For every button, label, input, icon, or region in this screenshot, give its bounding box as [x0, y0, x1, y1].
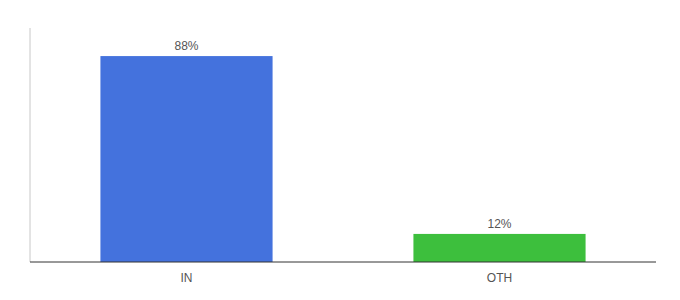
bars: [100, 56, 585, 262]
data-label: 88%: [174, 39, 198, 53]
x-axis-line: [30, 262, 656, 263]
y-axis-line: [30, 28, 31, 262]
background: [0, 0, 680, 300]
x-tick-label: OTH: [487, 271, 512, 285]
x-tick-label: IN: [181, 271, 193, 285]
page: {"chart_data": {"type": "bar", "categori…: [0, 0, 680, 300]
bar: [413, 234, 585, 262]
chart-container: 88% 12% IN OTH: [0, 0, 680, 300]
chart-svg: 88% 12% IN OTH: [0, 0, 680, 300]
data-label: 12%: [487, 217, 511, 231]
bar: [100, 56, 272, 262]
